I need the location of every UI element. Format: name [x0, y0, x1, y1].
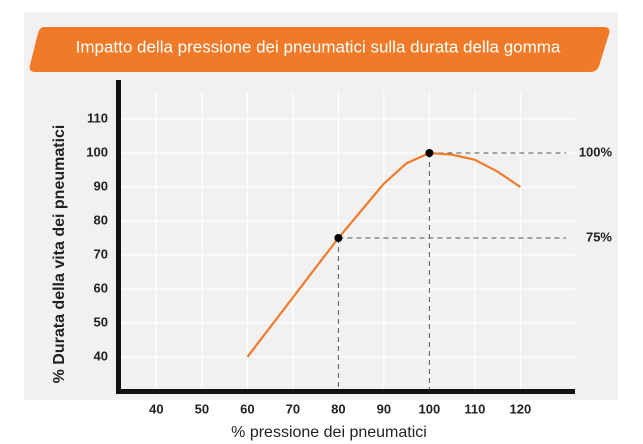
- title-banner: [29, 27, 610, 72]
- x-tick-label: 90: [377, 401, 391, 416]
- x-tick-label: 50: [195, 401, 209, 416]
- annotation-label: 100%: [579, 144, 613, 159]
- x-tick-label: 60: [240, 401, 254, 416]
- y-tick-label: 50: [94, 314, 108, 329]
- x-tick-label: 70: [286, 401, 300, 416]
- annotation-point: [334, 234, 343, 242]
- y-tick-label: 40: [94, 348, 108, 363]
- annotation-label: 75%: [586, 229, 612, 244]
- y-axis-label: % Durata della vita dei pneumatici: [51, 125, 68, 384]
- x-tick-label: 40: [149, 401, 163, 416]
- y-tick-label: 80: [94, 212, 108, 227]
- annotation-point: [425, 149, 434, 157]
- x-tick-label: 120: [510, 401, 532, 416]
- y-tick-label: 110: [87, 110, 108, 125]
- y-tick-label: 70: [94, 246, 108, 261]
- y-tick-label: 60: [94, 280, 108, 295]
- x-tick-label: 80: [331, 401, 345, 416]
- panel: [24, 12, 618, 400]
- data-line: [246, 151, 522, 358]
- y-axis: [116, 80, 121, 394]
- chart-title: Impatto della pressione dei pneumatici s…: [76, 37, 561, 56]
- x-axis: [116, 389, 575, 394]
- y-tick-label: 90: [94, 178, 108, 193]
- x-axis-label: % pressione dei pneumatici: [231, 424, 427, 441]
- x-tick-label: 100: [419, 401, 441, 416]
- y-tick-label: 100: [86, 144, 108, 159]
- x-tick-label: 110: [464, 401, 485, 416]
